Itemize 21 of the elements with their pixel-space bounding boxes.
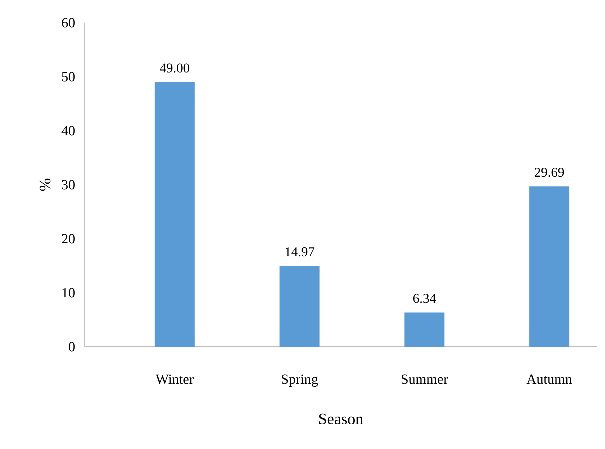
y-tick-label: 20 xyxy=(62,234,75,244)
x-tick-label: Spring xyxy=(282,374,318,388)
y-tick-label: 40 xyxy=(62,126,75,136)
y-tick-label: 30 xyxy=(62,180,75,190)
data-label: 29.69 xyxy=(535,168,564,178)
y-tick-label: 10 xyxy=(62,288,75,298)
y-tick-label: 50 xyxy=(62,72,75,82)
bar xyxy=(280,266,320,347)
x-tick-label: Autumn xyxy=(526,374,572,384)
bar xyxy=(404,312,445,347)
x-tick-label: Winter xyxy=(156,374,194,384)
data-label: 14.97 xyxy=(286,248,315,257)
data-label: 49.00 xyxy=(160,64,190,73)
y-tick-label: 0 xyxy=(69,342,75,352)
y-tick-label: 60 xyxy=(62,18,75,28)
x-axis-title: Season xyxy=(319,414,364,425)
x-tick-label: Summer xyxy=(402,374,448,384)
bar xyxy=(530,186,570,347)
bar xyxy=(154,82,195,347)
data-label: 6.34 xyxy=(413,294,436,304)
y-axis-title: % xyxy=(40,178,51,192)
